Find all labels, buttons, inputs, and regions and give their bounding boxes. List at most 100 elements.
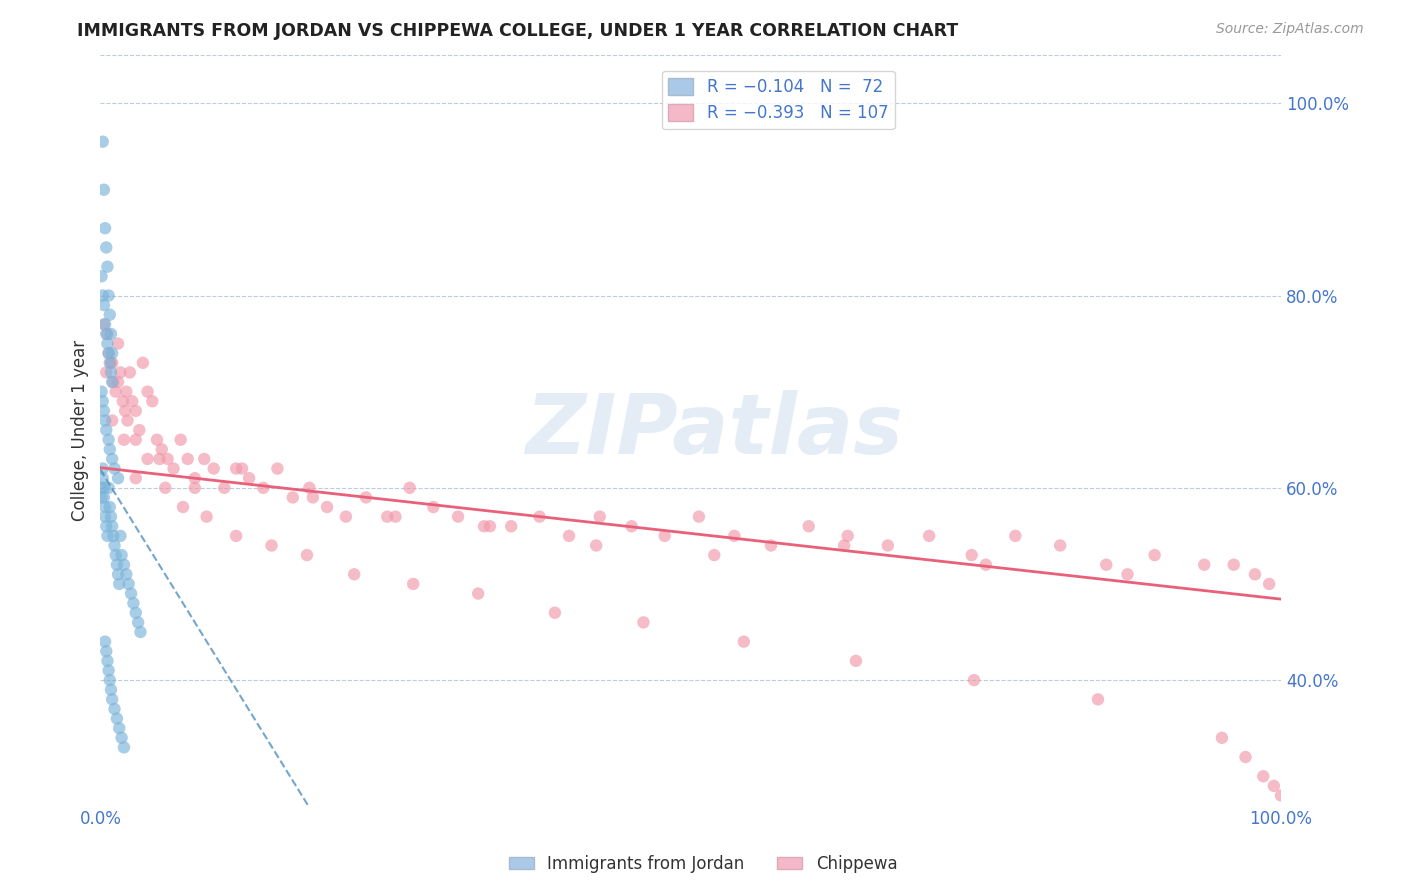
Point xyxy=(97,664,120,678)
Point xyxy=(1095,558,1118,572)
Point xyxy=(125,433,148,447)
Point xyxy=(845,654,868,668)
Point xyxy=(105,712,128,726)
Point xyxy=(94,500,117,514)
Point xyxy=(225,529,247,543)
Point xyxy=(127,615,149,630)
Point xyxy=(110,366,132,380)
Legend: R = −0.104   N =  72, R = −0.393   N = 107: R = −0.104 N = 72, R = −0.393 N = 107 xyxy=(662,71,894,129)
Point xyxy=(114,404,136,418)
Point xyxy=(1211,731,1233,745)
Point xyxy=(107,375,129,389)
Point xyxy=(1222,558,1244,572)
Point xyxy=(169,433,191,447)
Text: IMMIGRANTS FROM JORDAN VS CHIPPEWA COLLEGE, UNDER 1 YEAR CORRELATION CHART: IMMIGRANTS FROM JORDAN VS CHIPPEWA COLLE… xyxy=(77,22,959,40)
Point xyxy=(544,606,567,620)
Point xyxy=(302,491,325,505)
Point xyxy=(214,481,236,495)
Point xyxy=(447,509,470,524)
Point xyxy=(281,491,304,505)
Point xyxy=(96,366,118,380)
Point xyxy=(125,471,148,485)
Point xyxy=(1258,577,1281,591)
Point xyxy=(100,366,122,380)
Point xyxy=(101,519,124,533)
Point xyxy=(96,519,118,533)
Point xyxy=(115,384,138,399)
Point xyxy=(90,491,112,505)
Point xyxy=(91,461,114,475)
Point xyxy=(354,491,377,505)
Point xyxy=(110,529,132,543)
Point xyxy=(797,519,820,533)
Point xyxy=(918,529,941,543)
Point xyxy=(94,318,117,332)
Point xyxy=(231,461,253,475)
Point xyxy=(96,644,118,658)
Point xyxy=(688,509,710,524)
Point xyxy=(963,673,986,687)
Point xyxy=(375,509,398,524)
Point xyxy=(184,481,207,495)
Point xyxy=(94,509,117,524)
Point xyxy=(91,288,114,302)
Point xyxy=(252,481,274,495)
Point xyxy=(1244,567,1267,582)
Point xyxy=(589,509,612,524)
Point xyxy=(146,433,169,447)
Point xyxy=(467,586,489,600)
Point xyxy=(759,539,782,553)
Point xyxy=(155,481,177,495)
Point xyxy=(108,577,131,591)
Point xyxy=(343,567,366,582)
Legend: Immigrants from Jordan, Chippewa: Immigrants from Jordan, Chippewa xyxy=(502,848,904,880)
Point xyxy=(1251,769,1274,783)
Point xyxy=(150,442,173,457)
Point xyxy=(118,577,141,591)
Point xyxy=(703,548,725,562)
Point xyxy=(93,318,115,332)
Point xyxy=(94,634,117,648)
Point xyxy=(101,375,124,389)
Point xyxy=(558,529,581,543)
Point xyxy=(195,509,218,524)
Point xyxy=(298,481,321,495)
Point xyxy=(100,326,122,341)
Point xyxy=(654,529,676,543)
Point xyxy=(96,654,118,668)
Point xyxy=(974,558,997,572)
Point xyxy=(529,509,551,524)
Point xyxy=(101,413,124,427)
Point xyxy=(620,519,643,533)
Point xyxy=(110,731,132,745)
Point xyxy=(1263,779,1285,793)
Point xyxy=(125,404,148,418)
Point xyxy=(162,461,184,475)
Point xyxy=(132,356,155,370)
Point xyxy=(100,509,122,524)
Point xyxy=(93,183,115,197)
Point xyxy=(295,548,318,562)
Point xyxy=(202,461,225,475)
Point xyxy=(125,606,148,620)
Point xyxy=(193,452,215,467)
Point xyxy=(136,452,159,467)
Point xyxy=(97,288,120,302)
Point xyxy=(98,673,121,687)
Point xyxy=(93,481,115,495)
Point xyxy=(1087,692,1109,706)
Point xyxy=(422,500,444,514)
Point xyxy=(104,548,127,562)
Point xyxy=(141,394,163,409)
Point xyxy=(97,481,120,495)
Point xyxy=(1192,558,1215,572)
Point xyxy=(103,375,125,389)
Point xyxy=(101,356,124,370)
Point xyxy=(128,423,150,437)
Point xyxy=(266,461,288,475)
Point xyxy=(478,519,501,533)
Point xyxy=(101,452,124,467)
Point xyxy=(121,394,143,409)
Point xyxy=(723,529,745,543)
Point xyxy=(90,269,112,284)
